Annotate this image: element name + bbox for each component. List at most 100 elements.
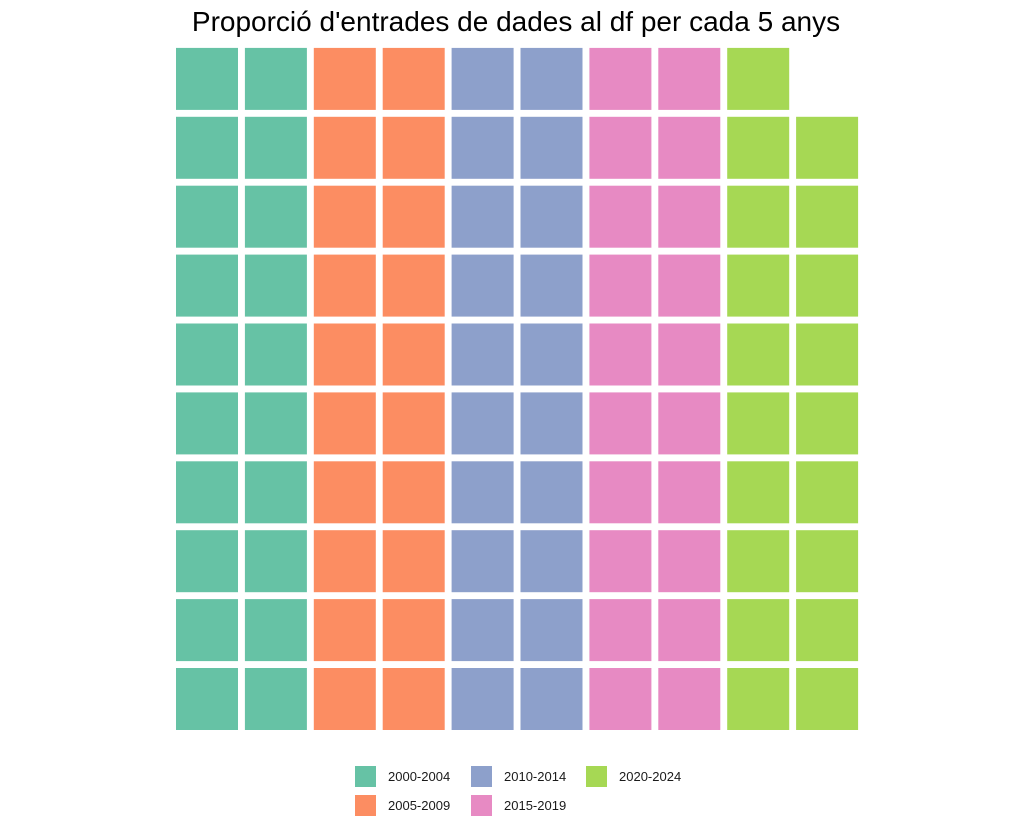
waffle-tile-2015-2019 [589, 392, 652, 455]
waffle-tile-2020-2024 [727, 599, 790, 662]
waffle-tile-2020-2024 [796, 185, 859, 248]
waffle-tile-2000-2004 [176, 116, 238, 179]
waffle-tile-2005-2009 [382, 668, 445, 730]
waffle-tile-2010-2014 [451, 254, 514, 317]
waffle-tile-2005-2009 [382, 323, 445, 386]
legend-swatch [355, 794, 376, 816]
waffle-tile-2010-2014 [520, 254, 583, 317]
waffle-tile-2000-2004 [244, 461, 307, 524]
waffle-tile-2005-2009 [313, 392, 376, 455]
waffle-tile-2020-2024 [727, 530, 790, 593]
waffle-tile-2015-2019 [658, 461, 721, 524]
legend-swatch [586, 765, 607, 787]
legend-label: 2015-2019 [504, 797, 567, 813]
waffle-tile-2015-2019 [658, 599, 721, 662]
waffle-tile-2020-2024 [727, 185, 790, 248]
waffle-tile-2000-2004 [244, 530, 307, 593]
waffle-tile-2000-2004 [176, 668, 238, 730]
waffle-tile-2005-2009 [313, 323, 376, 386]
waffle-tile-2005-2009 [313, 116, 376, 179]
waffle-tile-2010-2014 [520, 530, 583, 593]
waffle-tile-2000-2004 [244, 185, 307, 248]
waffle-tile-2010-2014 [520, 323, 583, 386]
waffle-tile-2010-2014 [520, 185, 583, 248]
waffle-tile-2000-2004 [244, 116, 307, 179]
waffle-tile-2015-2019 [658, 323, 721, 386]
waffle-tile-2020-2024 [727, 254, 790, 317]
legend-label: 2000-2004 [388, 768, 451, 784]
waffle-tile-2015-2019 [658, 392, 721, 455]
waffle-tile-2005-2009 [382, 530, 445, 593]
waffle-tile-2015-2019 [658, 47, 721, 110]
waffle-tile-2010-2014 [451, 392, 514, 455]
waffle-tile-2020-2024 [727, 323, 790, 386]
waffle-tile-2010-2014 [520, 116, 583, 179]
waffle-tile-2015-2019 [589, 323, 652, 386]
waffle-tile-2005-2009 [313, 185, 376, 248]
waffle-tile-2015-2019 [658, 185, 721, 248]
waffle-tile-2000-2004 [176, 323, 238, 386]
waffle-tile-2000-2004 [176, 185, 238, 248]
waffle-tile-2020-2024 [727, 461, 790, 524]
waffle-tile-2020-2024 [727, 47, 790, 110]
waffle-tile-2010-2014 [451, 599, 514, 662]
waffle-tile-2010-2014 [451, 461, 514, 524]
waffle-tile-2005-2009 [382, 392, 445, 455]
waffle-tile-2010-2014 [451, 47, 514, 110]
waffle-tile-2005-2009 [313, 461, 376, 524]
waffle-tile-2015-2019 [589, 116, 652, 179]
waffle-tile-2015-2019 [589, 461, 652, 524]
legend-swatch [471, 765, 492, 787]
waffle-tile-2000-2004 [176, 599, 238, 662]
waffle-tile-2015-2019 [658, 668, 721, 730]
legend-swatch [471, 794, 492, 816]
legend-item-2020-2024: 2020-2024 [586, 765, 681, 787]
legend-item-2005-2009: 2005-2009 [355, 794, 450, 816]
waffle-tile-2015-2019 [589, 668, 652, 730]
waffle-tile-2010-2014 [520, 599, 583, 662]
waffle-tile-2020-2024 [796, 599, 859, 662]
legend-swatch [355, 765, 376, 787]
waffle-tile-2005-2009 [313, 530, 376, 593]
waffle-tile-2000-2004 [244, 599, 307, 662]
waffle-tile-2005-2009 [313, 668, 376, 730]
waffle-tile-2000-2004 [176, 392, 238, 455]
waffle-tile-2005-2009 [313, 254, 376, 317]
legend-label: 2010-2014 [504, 768, 567, 784]
waffle-tile-2020-2024 [727, 392, 790, 455]
waffle-tile-2010-2014 [520, 461, 583, 524]
waffle-tile-2020-2024 [796, 116, 859, 179]
waffle-tile-2020-2024 [796, 254, 859, 317]
waffle-tile-2005-2009 [313, 47, 376, 110]
waffle-tile-2005-2009 [382, 185, 445, 248]
waffle-tile-2010-2014 [520, 668, 583, 730]
waffle-tile-2000-2004 [244, 323, 307, 386]
waffle-tile-2005-2009 [382, 254, 445, 317]
waffle-tile-2015-2019 [589, 47, 652, 110]
waffle-tile-2010-2014 [520, 392, 583, 455]
waffle-tile-2015-2019 [658, 254, 721, 317]
waffle-tile-2000-2004 [244, 392, 307, 455]
waffle-tile-2020-2024 [796, 530, 859, 593]
waffle-tile-2010-2014 [451, 185, 514, 248]
chart-title: Proporció d'entrades de dades al df per … [191, 6, 841, 37]
waffle-tile-2000-2004 [176, 461, 238, 524]
waffle-tile-2020-2024 [796, 668, 859, 730]
waffle-tile-2000-2004 [176, 47, 238, 110]
legend-item-2015-2019: 2015-2019 [471, 794, 566, 816]
waffle-tile-2015-2019 [589, 530, 652, 593]
legend-item-2000-2004: 2000-2004 [355, 765, 450, 787]
waffle-tile-2005-2009 [382, 47, 445, 110]
waffle-tile-2020-2024 [796, 392, 859, 455]
waffle-tile-2010-2014 [451, 323, 514, 386]
legend-label: 2020-2024 [619, 768, 682, 784]
waffle-tile-2020-2024 [727, 116, 790, 179]
waffle-tile-2020-2024 [796, 461, 859, 524]
waffle-tile-2005-2009 [382, 599, 445, 662]
waffle-tile-2020-2024 [796, 323, 859, 386]
waffle-tile-2005-2009 [382, 461, 445, 524]
waffle-tile-2005-2009 [382, 116, 445, 179]
waffle-tile-2015-2019 [658, 116, 721, 179]
waffle-tile-2000-2004 [244, 668, 307, 730]
